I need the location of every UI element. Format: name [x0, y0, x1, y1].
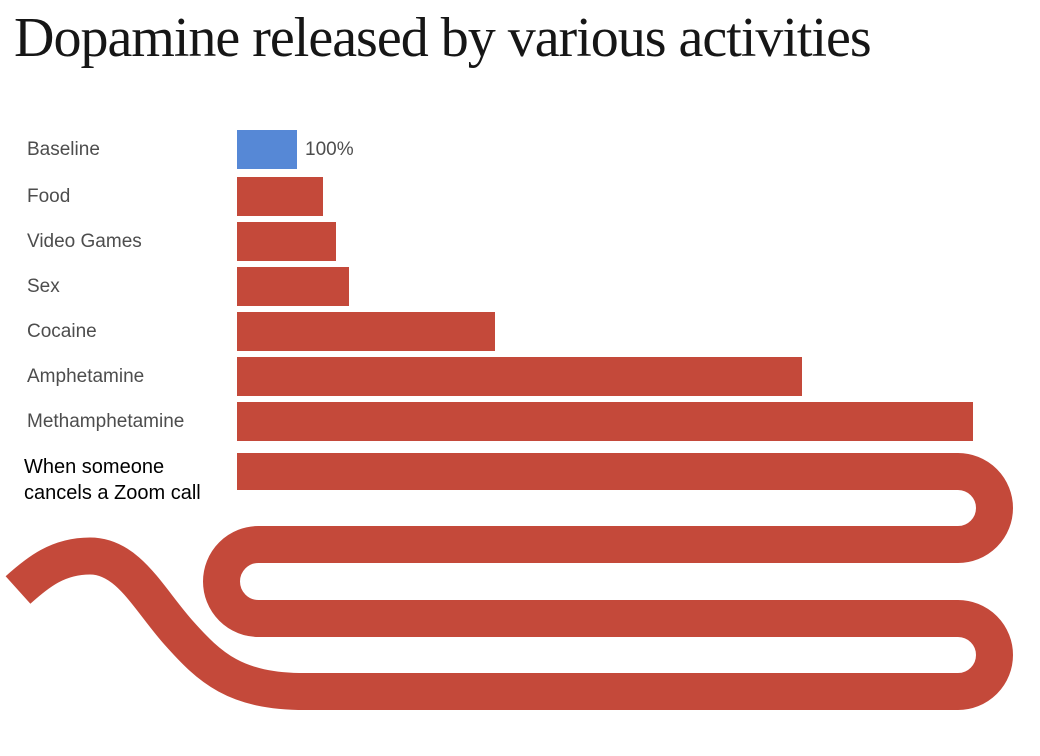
- category-label-cocaine: Cocaine: [27, 321, 97, 342]
- zoom-call-category-label: When someone cancels a Zoom call: [24, 454, 201, 506]
- bar-amphetamine: [237, 357, 803, 396]
- category-label-video-games: Video Games: [27, 231, 142, 252]
- bar-sex: [237, 267, 350, 306]
- bar-video-games: [237, 222, 336, 261]
- zoom-call-label-line1: When someone: [24, 456, 165, 478]
- bar-methamphetamine: [237, 402, 974, 441]
- bar-food: [237, 177, 323, 216]
- category-label-baseline: Baseline: [27, 139, 100, 160]
- category-label-methamphetamine: Methamphetamine: [27, 411, 185, 432]
- category-label-amphetamine: Amphetamine: [27, 366, 145, 387]
- value-label-baseline: 100%: [305, 139, 354, 160]
- chart-title: Dopamine released by various activities: [14, 7, 872, 69]
- bar-cocaine: [237, 312, 495, 351]
- category-label-food: Food: [27, 186, 71, 207]
- zoom-call-label-line2: cancels a Zoom call: [24, 482, 201, 504]
- category-label-sex: Sex: [27, 276, 60, 297]
- bar-baseline: [237, 130, 297, 169]
